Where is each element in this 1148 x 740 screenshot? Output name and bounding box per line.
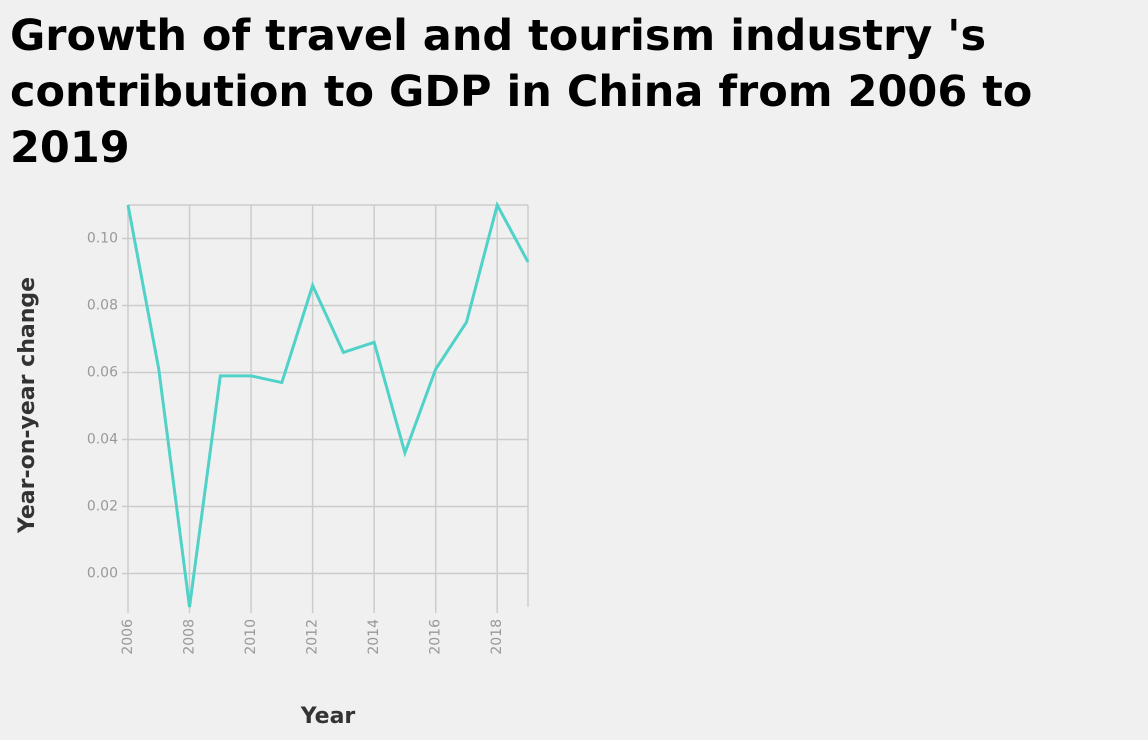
data-point [466, 322, 467, 323]
data-point [343, 352, 344, 353]
x-axis-label: Year [300, 704, 356, 729]
data-point [281, 382, 282, 383]
series-layer [126, 200, 530, 608]
y-axis-label: Year-on-year change [15, 277, 40, 534]
data-point [435, 369, 436, 370]
y-tick-label: 0.06 [87, 365, 118, 381]
y-tick-label: 0.08 [87, 298, 118, 314]
data-point [251, 375, 252, 376]
x-tick-label: 2006 [120, 619, 136, 655]
data-point [158, 369, 159, 370]
x-tick-label: 2010 [243, 619, 259, 655]
chart-title: Growth of travel and tourism industry 's… [10, 11, 1033, 173]
data-point [189, 607, 190, 608]
x-tick-label: 2008 [182, 619, 198, 655]
series-line [126, 200, 530, 608]
tick-labels: 2006 2008 2010 2012 2014 2016 2018 0.00 0.02 0.04… [87, 231, 505, 655]
data-point [497, 205, 498, 206]
x-tick-label: 2012 [305, 619, 321, 655]
data-point [128, 205, 129, 206]
data-point [220, 375, 221, 376]
data-point [312, 285, 313, 286]
x-tick-label: 2016 [428, 619, 444, 655]
y-tick-label: 0.00 [87, 566, 118, 582]
y-tick-label: 0.02 [87, 499, 118, 515]
y-tick-label: 0.04 [87, 432, 118, 448]
data-point [528, 261, 529, 262]
x-tick-label: 2014 [366, 619, 382, 655]
data-point [404, 452, 405, 453]
x-tick-label: 2018 [489, 619, 505, 655]
y-tick-label: 0.10 [87, 231, 118, 247]
data-point [374, 342, 375, 343]
